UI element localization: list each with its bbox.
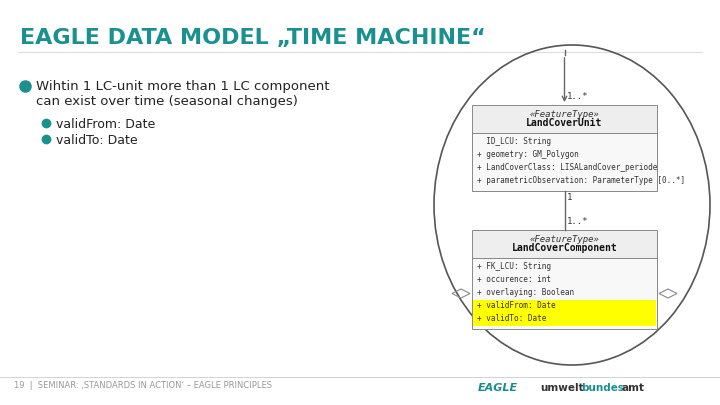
Text: EAGLE: EAGLE [478,383,518,393]
Text: + geometry: GM_Polygon: + geometry: GM_Polygon [477,150,579,159]
Bar [473,300,656,313]
Text: + validTo: Date: + validTo: Date [477,314,546,323]
Bar [472,133,657,191]
Text: LandCoverUnit: LandCoverUnit [526,118,603,128]
Text: + validFrom: Date: + validFrom: Date [477,301,556,310]
Bar [472,258,657,329]
Text: umwelt: umwelt [540,383,584,393]
Text: amt: amt [622,383,645,393]
Text: + LandCoverClass: LISALandCover_periode: + LandCoverClass: LISALandCover_periode [477,163,657,172]
Text: ID_LCU: String: ID_LCU: String [477,137,551,146]
Text: 1..*: 1..* [567,92,588,101]
Bar [472,105,657,133]
Text: EAGLE DATA MODEL „TIME MACHINE“: EAGLE DATA MODEL „TIME MACHINE“ [20,28,486,48]
Text: validTo: Date: validTo: Date [56,134,138,147]
Text: «FeatureType»: «FeatureType» [530,110,600,119]
Text: bundes: bundes [581,383,624,393]
Text: + parametricObservation: ParameterType [0..*]: + parametricObservation: ParameterType [… [477,176,685,185]
Text: can exist over time (seasonal changes): can exist over time (seasonal changes) [36,95,298,108]
Bar [472,230,657,258]
Text: + FK_LCU: String: + FK_LCU: String [477,262,551,271]
Text: 19  |  SEMINAR: ,STANDARDS IN ACTION‘ – EAGLE PRINCIPLES: 19 | SEMINAR: ,STANDARDS IN ACTION‘ – EA… [14,381,272,390]
Text: LandCoverComponent: LandCoverComponent [512,243,617,253]
Text: + occurence: int: + occurence: int [477,275,551,284]
Text: 1: 1 [567,193,572,202]
Bar [473,313,656,326]
Text: Wihtin 1 LC-unit more than 1 LC component: Wihtin 1 LC-unit more than 1 LC componen… [36,80,330,93]
Text: «FeatureType»: «FeatureType» [530,235,600,244]
Text: 1..*: 1..* [567,217,588,226]
Text: + overlaying: Boolean: + overlaying: Boolean [477,288,574,297]
Text: validFrom: Date: validFrom: Date [56,118,156,131]
